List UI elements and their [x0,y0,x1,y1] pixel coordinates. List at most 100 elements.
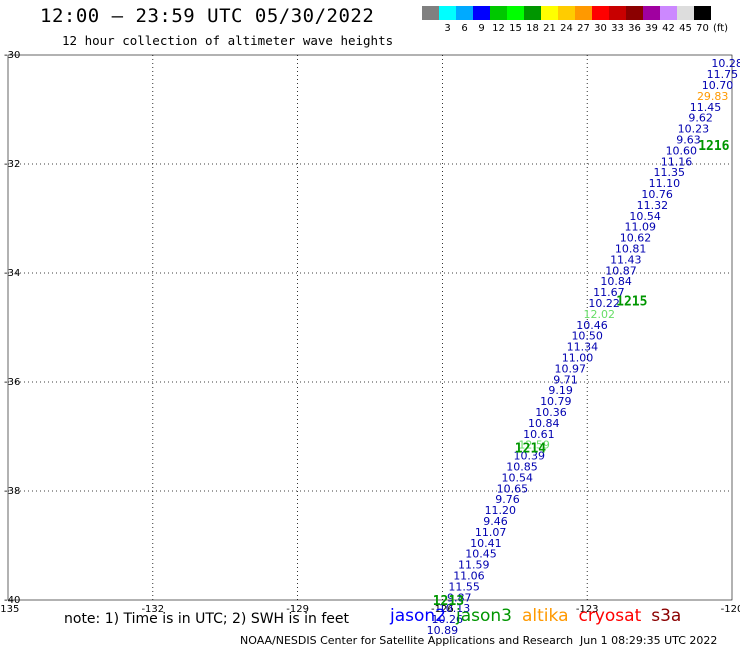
legend-entry-s3a: s3a [651,606,682,626]
color-swatch [558,6,575,20]
swh-value: 10.85 [506,460,538,473]
swh-value: 10.81 [615,242,647,255]
swh-value: 10.54 [629,210,661,223]
lon-tick-label: -120 [721,604,740,615]
swh-value: 10.28 [711,57,740,70]
pass-labels: 1216 1215 1214 1213 [433,139,730,609]
color-scale-label: 39 [645,23,658,34]
color-scale-label: 12 [492,23,505,34]
legend-entry-jason3: jason3 [456,606,512,626]
swh-value: 9.87 [447,591,472,604]
swh-value: 10.50 [571,330,603,343]
color-swatch [609,6,626,20]
color-swatch [473,6,490,20]
color-scale-unit: (ft) [713,23,729,34]
map-subtitle: 12 hour collection of altimeter wave hei… [62,33,394,48]
color-swatch [643,6,660,20]
lat-tick-label: -34 [4,268,20,279]
color-scale-label: 27 [577,23,590,34]
swh-value: 11.10 [649,177,681,190]
swh-value: 9.63 [676,133,701,146]
swh-value: 10.84 [600,275,632,288]
swh-value: 11.16 [661,155,693,168]
pass-number-label: 1215 [616,294,647,309]
swh-value: 9.19 [548,384,573,397]
color-swatch [694,6,711,20]
swh-value: 9.76 [495,493,520,506]
swh-value: 10.76 [641,188,673,201]
pass-number-label: 1213 [433,594,464,609]
swh-value: 11.32 [637,199,669,212]
plot-frame [7,54,733,601]
observations: 10.2811.7510.7029.8311.459.6210.239.6310… [427,57,740,637]
swh-value: 10.23 [678,123,710,136]
swh-value: 10.84 [528,417,560,430]
swh-value: 11.59 [458,559,490,572]
swh-value: 10.97 [555,362,587,375]
swh-value: 11.34 [567,341,599,354]
lon-tick-label: -135 [0,604,19,615]
color-swatch [592,6,609,20]
lat-tick-label: -38 [4,486,20,497]
swh-value: 11.43 [610,253,642,266]
swh-value: 10.70 [702,79,734,92]
legend-entry-altika: altika [522,606,569,626]
color-scale-label: 3 [444,23,451,34]
swh-value: 10.79 [540,395,572,408]
color-swatch [507,6,524,20]
swh-value: 9.62 [688,112,713,125]
swh-value: 11.20 [485,504,517,517]
lat-tick-label: -36 [4,377,20,388]
swh-value: 10.61 [523,428,555,441]
satellite-legend: jason2 jason3 altika cryosat s3a [390,606,691,626]
swh-value: 11.06 [453,569,485,582]
swh-value: 11.75 [707,68,739,81]
swh-value: 11.00 [562,351,594,364]
color-scale-label: 9 [478,23,485,34]
pass-number-label: 1214 [515,441,546,456]
lat-tick-label: -32 [4,159,20,170]
legend-entry-jason2: jason2 [390,606,446,626]
swh-value: 11.45 [690,101,722,114]
credit-line: NOAA/NESDIS Center for Satellite Applica… [240,634,574,647]
swh-value: 11.09 [625,221,657,234]
lon-tick-label: -129 [286,604,309,615]
color-swatch [524,6,541,20]
color-scale-label: 33 [611,23,624,34]
swh-value: 29.83 [697,90,729,103]
swh-value: 10.13 [439,602,471,615]
lon-tick-label: -126 [431,604,454,615]
color-swatch [541,6,558,20]
color-swatch [575,6,592,20]
color-scale-label: 6 [461,23,468,34]
swh-value: 10.39 [514,450,546,463]
pass-number-label: 1216 [698,139,729,154]
swh-value: 11.67 [593,286,625,299]
lat-tick-label: -30 [4,50,20,61]
swh-value: 10.46 [576,319,608,332]
swh-value: 11.55 [448,580,480,593]
color-swatch [626,6,643,20]
swh-value: 11.07 [475,526,507,539]
swh-value: 10.36 [535,406,567,419]
color-scale-label: 21 [543,23,556,34]
lon-tick-label: -123 [576,604,599,615]
axis-ticks: -135 -132 -129 -126 -123 -120 -30 -32 -34 -36 -38 -… [0,50,740,615]
generation-timestamp: Jun 1 08:29:35 UTC 2022 [580,634,718,647]
color-swatch [677,6,694,20]
swh-value: 10.41 [470,537,502,550]
color-scale-label: 18 [526,23,539,34]
color-swatch [490,6,507,20]
legend-entry-cryosat: cryosat [578,606,642,626]
color-scale-label: 36 [628,23,641,34]
swh-value: 12.02 [584,308,616,321]
units-note: note: 1) Time is in UTC; 2) SWH is in fe… [64,611,350,627]
color-swatch [456,6,473,20]
swh-value: 10.60 [666,144,698,157]
swh-value: 10.89 [427,624,459,637]
color-scale-label: 24 [560,23,573,34]
color-scale-label: 15 [509,23,522,34]
swh-value: 10.26 [431,613,463,626]
swh-value: 10.87 [605,264,637,277]
